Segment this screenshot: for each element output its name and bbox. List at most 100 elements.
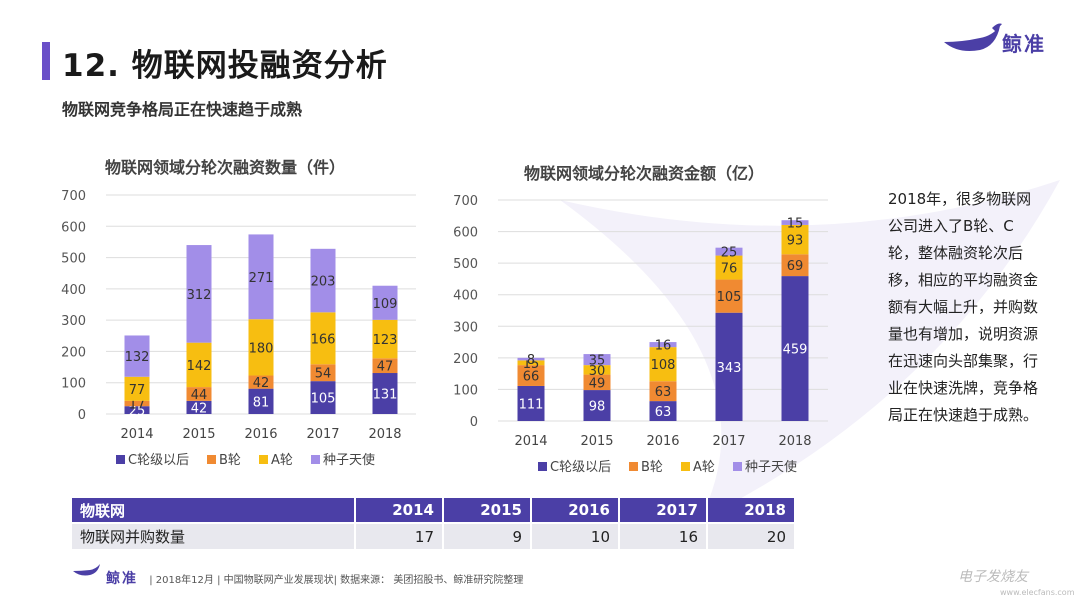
logo-text: 鲸准 bbox=[1002, 32, 1046, 56]
mna-value: 20 bbox=[707, 522, 796, 549]
y-tick-label: 700 bbox=[453, 194, 478, 209]
y-tick-label: 600 bbox=[453, 226, 478, 241]
legend-label: C轮级以后 bbox=[550, 460, 611, 475]
chart-funding-count: 0100200300400500600700251777132201442441… bbox=[61, 189, 416, 468]
y-tick-label: 100 bbox=[453, 383, 478, 398]
data-label: 15 bbox=[787, 217, 804, 232]
bar-segment bbox=[310, 248, 336, 313]
summary-text: 2018年，很多物联网公司进入了B轮、C轮，整体融资轮次后移，相应的平均融资金额… bbox=[888, 190, 1039, 424]
data-label: 98 bbox=[589, 400, 606, 415]
data-label: 343 bbox=[717, 361, 742, 376]
data-label: 25 bbox=[129, 404, 146, 419]
bar-segment bbox=[517, 385, 545, 421]
data-label: 93 bbox=[787, 234, 804, 249]
mna-value: 16 bbox=[619, 522, 708, 549]
bar-segment bbox=[310, 381, 336, 414]
chart-title-count: 物联网领域分轮次融资数量（件） bbox=[105, 158, 346, 177]
footer: 鲸准 | 2018年12月 | 中国物联网产业发展现状| 数据来源： 美团招股书… bbox=[106, 568, 523, 588]
bar-segment bbox=[583, 365, 611, 375]
data-label: 271 bbox=[249, 271, 274, 286]
corner-watermark: 电子发烧友 bbox=[958, 569, 1028, 585]
whale-logo-icon bbox=[944, 23, 1002, 51]
data-label: 15 bbox=[523, 357, 540, 372]
x-tick-label: 2016 bbox=[646, 434, 679, 449]
legend-swatch bbox=[311, 455, 320, 464]
legend-label: A轮 bbox=[271, 453, 293, 468]
legend-swatch bbox=[629, 462, 638, 471]
bar-segment bbox=[124, 335, 150, 377]
x-tick-label: 2017 bbox=[712, 434, 745, 449]
legend-swatch bbox=[116, 455, 125, 464]
data-label: 77 bbox=[129, 383, 146, 398]
corner-watermark-url: www.elecfans.com bbox=[1000, 588, 1075, 597]
mna-table-year: 2017 bbox=[619, 498, 708, 523]
bar-segment bbox=[649, 342, 677, 348]
bar-segment bbox=[715, 255, 743, 280]
data-label: 81 bbox=[253, 395, 270, 410]
bar-segment bbox=[583, 374, 611, 391]
legend-label: 种子天使 bbox=[323, 452, 375, 468]
data-label: 63 bbox=[655, 385, 672, 400]
data-label: 105 bbox=[311, 392, 336, 407]
data-label: 166 bbox=[311, 332, 336, 347]
bar-segment bbox=[715, 247, 743, 256]
data-label: 8 bbox=[527, 353, 535, 368]
bar-segment bbox=[372, 285, 398, 320]
data-label: 30 bbox=[589, 364, 606, 379]
data-label: 35 bbox=[589, 354, 606, 369]
data-label: 312 bbox=[187, 288, 212, 303]
mna-table-year: 2018 bbox=[707, 498, 796, 523]
data-label: 131 bbox=[373, 388, 398, 403]
y-tick-label: 700 bbox=[61, 189, 86, 204]
chart-funding-amount: 0100200300400500600700111661582014984930… bbox=[453, 194, 828, 475]
y-tick-label: 400 bbox=[453, 289, 478, 304]
legend-label: C轮级以后 bbox=[128, 453, 189, 468]
y-tick-label: 300 bbox=[61, 314, 86, 329]
bar-segment bbox=[781, 276, 809, 421]
x-tick-label: 2015 bbox=[182, 427, 215, 442]
data-label: 25 bbox=[721, 246, 738, 261]
data-label: 142 bbox=[187, 359, 212, 374]
bar-segment bbox=[124, 400, 150, 407]
chart-title-amount: 物联网领域分轮次融资金额（亿） bbox=[524, 164, 765, 183]
bar-segment bbox=[649, 401, 677, 421]
y-tick-label: 200 bbox=[453, 352, 478, 367]
data-label: 66 bbox=[523, 370, 540, 385]
y-tick-label: 200 bbox=[61, 345, 86, 360]
footer-logo-text: 鲸准 bbox=[106, 571, 138, 587]
mna-table-year: 2014 bbox=[355, 498, 444, 523]
mna-table: 物联网 2014 2015 2016 2017 2018 物联网并购数量 17 … bbox=[72, 498, 796, 549]
legend-label: 种子天使 bbox=[745, 459, 797, 475]
data-label: 109 bbox=[373, 297, 398, 312]
bar-segment bbox=[517, 357, 545, 361]
data-label: 108 bbox=[651, 358, 676, 373]
bar-segment bbox=[310, 364, 336, 382]
bar-segment bbox=[781, 224, 809, 255]
data-label: 54 bbox=[315, 367, 332, 382]
mna-value: 17 bbox=[355, 522, 444, 549]
page-title: 12. 物联网投融资分析 bbox=[62, 48, 388, 84]
bar-segment bbox=[517, 360, 545, 366]
data-label: 180 bbox=[249, 341, 274, 356]
y-tick-label: 600 bbox=[61, 220, 86, 235]
bar-segment bbox=[186, 245, 212, 343]
page-subtitle: 物联网竞争格局正在快速趋于成熟 bbox=[62, 100, 303, 119]
bar-segment bbox=[124, 406, 150, 414]
x-tick-label: 2014 bbox=[120, 427, 153, 442]
legend-swatch bbox=[207, 455, 216, 464]
bar-segment bbox=[372, 319, 398, 359]
bar-segment bbox=[248, 319, 274, 376]
data-label: 203 bbox=[311, 275, 336, 290]
legend-label: B轮 bbox=[641, 460, 663, 475]
bar-segment bbox=[781, 220, 809, 225]
data-label: 44 bbox=[191, 388, 208, 403]
bar-segment bbox=[248, 375, 274, 389]
legend-label: A轮 bbox=[693, 460, 715, 475]
mna-value: 10 bbox=[531, 522, 620, 549]
legend-swatch bbox=[259, 455, 268, 464]
data-label: 16 bbox=[655, 339, 672, 354]
bar-segment bbox=[124, 376, 150, 401]
bar-segment bbox=[517, 365, 545, 386]
y-tick-label: 400 bbox=[61, 283, 86, 298]
data-label: 42 bbox=[253, 376, 270, 391]
